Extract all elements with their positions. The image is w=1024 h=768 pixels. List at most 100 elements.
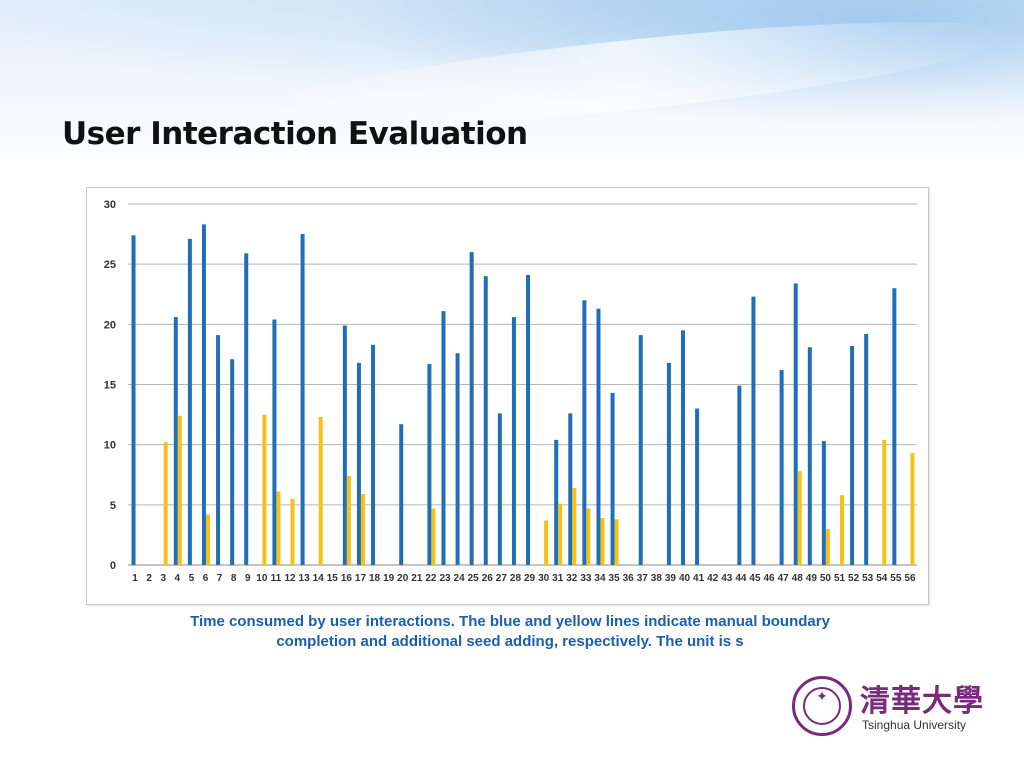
bar-yellow bbox=[839, 495, 844, 565]
bar-blue bbox=[568, 413, 573, 565]
bar-yellow bbox=[177, 415, 182, 565]
y-tick-label: 25 bbox=[104, 259, 116, 271]
x-tick-label: 24 bbox=[454, 573, 466, 584]
x-tick-label: 11 bbox=[271, 573, 282, 584]
bar-blue bbox=[850, 345, 855, 565]
x-tick-label: 4 bbox=[175, 573, 181, 584]
bar-yellow bbox=[360, 494, 365, 565]
x-tick-label: 32 bbox=[566, 573, 578, 584]
x-tick-label: 22 bbox=[425, 573, 437, 584]
slide-title: User Interaction Evaluation bbox=[62, 116, 528, 152]
bar-yellow bbox=[600, 518, 605, 565]
bar-blue bbox=[526, 274, 531, 565]
bar-yellow bbox=[614, 519, 619, 565]
bar-blue bbox=[201, 224, 206, 565]
bar-blue bbox=[511, 317, 516, 565]
bar-yellow bbox=[205, 514, 210, 565]
seal-star-icon: ✦ bbox=[816, 688, 828, 704]
chart-frame: 0 5 10 15 20 25 30 1 2 3 4 5 6 7 8 9 10 11 12 13 14 15 16 17 18 1… bbox=[86, 187, 929, 605]
bar-blue bbox=[737, 385, 742, 565]
bar-blue bbox=[399, 424, 404, 565]
x-tick-label: 42 bbox=[707, 573, 719, 584]
bar-yellow bbox=[276, 491, 281, 565]
bar-yellow bbox=[825, 528, 830, 565]
x-tick-label: 45 bbox=[749, 573, 761, 584]
university-english-name: Tsinghua University bbox=[862, 718, 967, 732]
bar-blue bbox=[342, 325, 347, 565]
x-tick-label: 8 bbox=[231, 573, 237, 584]
bar-blue bbox=[356, 362, 361, 565]
bar-yellow bbox=[262, 414, 267, 565]
bar-blue bbox=[230, 359, 235, 565]
bar-blue bbox=[216, 335, 221, 565]
bar-yellow bbox=[431, 508, 436, 565]
x-tick-label: 19 bbox=[383, 573, 395, 584]
x-tick-label: 46 bbox=[764, 573, 776, 584]
x-tick-label: 3 bbox=[160, 573, 166, 584]
bar-blue bbox=[300, 234, 305, 566]
x-tick-label: 35 bbox=[609, 573, 621, 584]
university-chinese-name: 清華大學 bbox=[860, 684, 984, 719]
bar-blue bbox=[187, 238, 192, 565]
x-tick-label: 52 bbox=[848, 573, 860, 584]
x-tick-label: 5 bbox=[189, 573, 195, 584]
y-tick-label: 10 bbox=[104, 440, 116, 452]
bar-blue bbox=[131, 235, 136, 565]
bar-blue bbox=[807, 347, 812, 565]
seal-inner-ring bbox=[803, 687, 841, 725]
bar-yellow bbox=[882, 439, 887, 565]
bar-blue bbox=[681, 330, 686, 565]
x-tick-label: 30 bbox=[538, 573, 550, 584]
x-tick-label: 16 bbox=[341, 573, 353, 584]
x-tick-label: 49 bbox=[806, 573, 818, 584]
bar-yellow bbox=[544, 520, 549, 565]
bar-blue bbox=[497, 413, 502, 565]
x-tick-label: 34 bbox=[594, 573, 606, 584]
x-tick-label: 29 bbox=[524, 573, 536, 584]
bar-blue bbox=[554, 439, 559, 565]
bar-yellow bbox=[163, 442, 168, 565]
bar-blue bbox=[751, 296, 756, 565]
bar-blue bbox=[779, 370, 784, 565]
bar-yellow bbox=[318, 416, 323, 565]
x-tick-label: 2 bbox=[146, 573, 152, 584]
x-tick-label: 27 bbox=[496, 573, 508, 584]
x-tick-label: 21 bbox=[411, 573, 423, 584]
x-tick-label: 41 bbox=[693, 573, 705, 584]
bar-blue bbox=[638, 335, 643, 565]
x-tick-label: 40 bbox=[679, 573, 691, 584]
bar-blue bbox=[469, 252, 474, 565]
x-tick-label: 7 bbox=[217, 573, 223, 584]
x-tick-label: 17 bbox=[355, 573, 367, 584]
bar-yellow bbox=[572, 487, 577, 565]
bar-blue bbox=[864, 333, 869, 565]
x-tick-label: 37 bbox=[637, 573, 649, 584]
x-tick-label: 55 bbox=[890, 573, 902, 584]
bar-yellow bbox=[290, 498, 295, 565]
x-tick-label: 9 bbox=[245, 573, 251, 584]
x-tick-label: 43 bbox=[721, 573, 733, 584]
bar-blue bbox=[596, 308, 601, 565]
caption-line-1: Time consumed by user interactions. The … bbox=[190, 613, 830, 630]
y-tick-label: 15 bbox=[104, 380, 116, 392]
bar-yellow bbox=[558, 503, 563, 565]
x-tick-label: 20 bbox=[397, 573, 409, 584]
x-tick-label: 51 bbox=[834, 573, 846, 584]
bar-yellow bbox=[910, 453, 915, 565]
bar-blue bbox=[455, 353, 460, 565]
x-tick-label: 36 bbox=[623, 573, 635, 584]
x-tick-label: 56 bbox=[904, 573, 916, 584]
bar-blue bbox=[371, 344, 376, 565]
x-tick-label: 48 bbox=[792, 573, 804, 584]
x-tick-label: 14 bbox=[313, 573, 325, 584]
x-tick-label: 15 bbox=[327, 573, 339, 584]
x-tick-label: 44 bbox=[735, 573, 747, 584]
figure-caption: Time consumed by user interactions. The … bbox=[110, 612, 910, 652]
x-tick-label: 23 bbox=[439, 573, 451, 584]
x-tick-label: 31 bbox=[552, 573, 564, 584]
bar-yellow bbox=[346, 475, 351, 565]
bar-blue bbox=[427, 364, 432, 565]
x-tick-label: 1 bbox=[132, 573, 138, 584]
x-tick-label: 33 bbox=[580, 573, 592, 584]
